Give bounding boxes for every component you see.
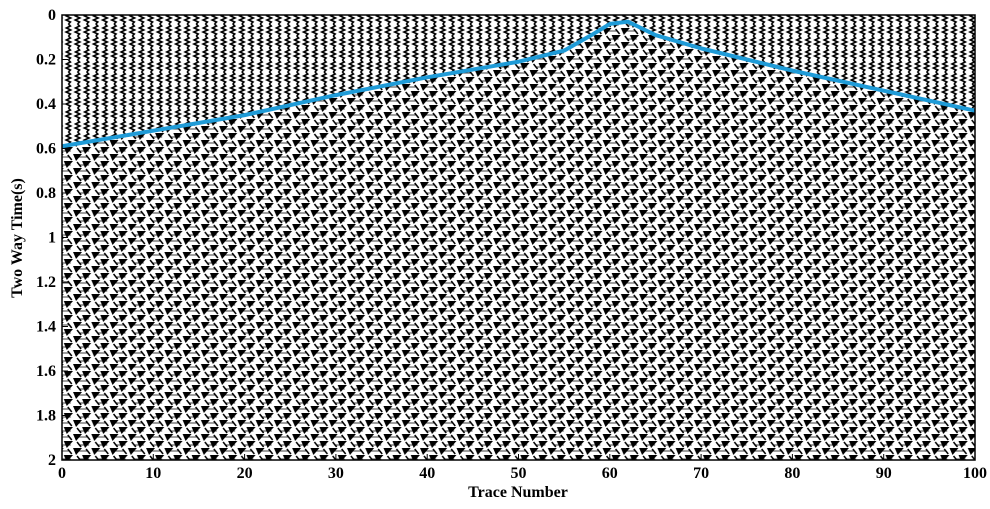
y-tick-label: 0.8 [36,185,56,202]
x-tick-label: 40 [419,465,435,482]
x-tick-label: 50 [511,465,527,482]
x-tick-label: 90 [876,465,892,482]
seismic-dense-area [62,21,975,461]
x-tick-label: 100 [963,465,987,482]
y-tick-label: 1 [48,230,56,247]
y-tick-label: 2 [48,452,56,469]
first-break-line [61,19,976,149]
x-tick-label: 20 [237,465,253,482]
x-tick-label: 80 [784,465,800,482]
y-tick-label: 0.6 [36,141,56,158]
y-tick-label: 1.2 [36,274,56,291]
x-tick-label: 60 [602,465,618,482]
y-axis-label: Two Way Time(s) [9,178,26,298]
y-tick-label: 1.4 [36,319,56,336]
y-tick-label: 0 [48,7,56,24]
y-tick-label: 0.2 [36,52,56,69]
x-tick-label: 30 [328,465,344,482]
x-tick-label: 70 [693,465,709,482]
x-axis-label: Trace Number [468,484,568,501]
x-tick-label: 0 [58,465,66,482]
y-tick-label: 1.8 [36,408,56,425]
y-tick-label: 0.4 [36,96,56,113]
y-tick-label: 1.6 [36,363,56,380]
x-tick-label: 10 [145,465,161,482]
